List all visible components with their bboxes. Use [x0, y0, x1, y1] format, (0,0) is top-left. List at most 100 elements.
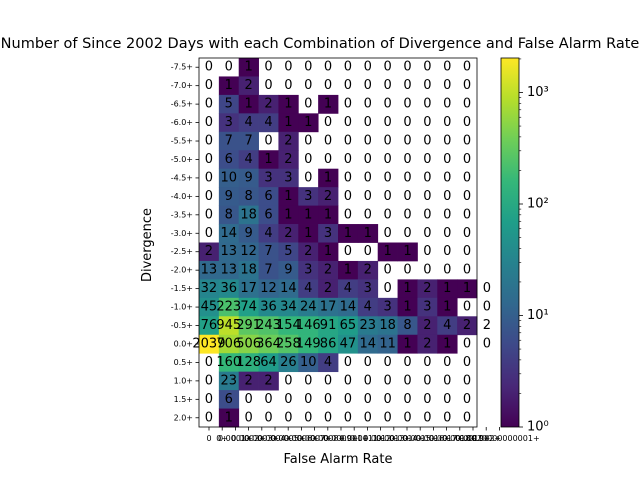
x-tick-label: 0.0013+ [376, 434, 411, 443]
cell-value-label: 91 [320, 318, 337, 333]
cell-value-label: 47 [340, 336, 357, 351]
heatmap-cell [238, 150, 259, 170]
cell-value-label: 0 [364, 115, 372, 130]
cell-value-label: 0 [364, 207, 372, 222]
cell-value-label: 0 [443, 373, 451, 388]
heatmap-cell [199, 297, 220, 317]
cell-value-label: 0 [403, 78, 411, 93]
cell-value-label: 1 [324, 244, 332, 259]
heatmap-cell [218, 260, 240, 280]
cell-value-label: 1 [225, 410, 233, 425]
cell-value-label: 1 [245, 60, 253, 75]
cell-value-label: 0 [463, 78, 471, 93]
cell-value-label: 0 [364, 60, 372, 75]
cell-value-label: 65 [340, 318, 357, 333]
cell-value-label: 0 [364, 97, 372, 112]
cell-value-label: 2 [324, 281, 332, 296]
cell-value-label: 0 [364, 244, 372, 259]
heatmap-cell [238, 187, 259, 206]
cell-value-label: 1 [324, 207, 332, 222]
y-tick-label: -6.0+ [171, 118, 193, 127]
cell-value-label: 0 [384, 373, 392, 388]
heatmap-cell [437, 316, 458, 336]
y-tick-label: -7.0+ [171, 81, 193, 90]
cell-value-label: 0 [344, 189, 352, 204]
cell-value-label: 14 [280, 281, 297, 296]
cell-value-label: 146 [296, 318, 321, 333]
x-tick-labels: 0 0+0.0001+0.0002+0.0003+0.0004+0.0005+0.… [206, 427, 540, 443]
heatmap-cell [298, 334, 319, 354]
plot-area: 0 0 1 0 0 0 0 0 0 0 0 0 0 00 1 2 0 0 0 0 0 0 0 0 0 0 00 5 1 2 1 0 1 0 0 0 0 0… [192, 57, 491, 428]
cell-value-label: 258 [276, 336, 301, 351]
heatmap-cell [417, 316, 438, 336]
cell-value-label: 34 [280, 300, 297, 315]
heatmap-cell [397, 334, 418, 354]
cell-value-label: 13 [221, 263, 238, 278]
y-tick-label: -3.5+ [171, 210, 193, 219]
heatmap-cell [318, 353, 339, 373]
heatmap-cell [377, 316, 398, 336]
cell-value-label: 0 [205, 170, 213, 185]
cell-value-label: 0 [324, 373, 332, 388]
cell-value-label: 2039 [192, 336, 225, 351]
heatmap-cell [278, 94, 299, 114]
y-tick-label: -4.5+ [171, 173, 193, 182]
y-tick-label: -2.5+ [171, 247, 193, 256]
cell-value-label: 0 [264, 134, 272, 149]
cell-value-label: 23 [221, 373, 238, 388]
cell-value-label: 0 [264, 410, 272, 425]
heatmap-cell [238, 224, 259, 243]
heatmap-cell [377, 334, 398, 354]
cell-value-label: 3 [225, 115, 233, 130]
cell-value-label: 14 [340, 300, 357, 315]
heatmap-cell [218, 334, 240, 354]
heatmap-cell [238, 131, 259, 151]
cell-value-label: 0 [384, 97, 392, 112]
heatmap-cell [278, 168, 299, 188]
cell-value-label: 0 [423, 60, 431, 75]
heatmap-cell [218, 408, 240, 428]
heatmap-cell [357, 279, 379, 299]
y-tick-labels: -7.5+ -7.0+ -6.5+ -6.0+ -5.5+ -5.0+ -4.5+ -4.0+… [171, 63, 199, 422]
heatmap-cell [298, 242, 319, 262]
cell-value-label: 0 [423, 410, 431, 425]
y-tick-label: -6.5+ [171, 100, 193, 109]
y-tick-label: 1.5+ [174, 395, 193, 404]
cell-value-label: 3 [284, 170, 292, 185]
cell-value-label: 18 [240, 207, 257, 222]
cell-value-label: 3 [384, 300, 392, 315]
cell-value-label: 2 [264, 97, 272, 112]
cell-value-label: 0 [423, 392, 431, 407]
cell-value-label: 0 [443, 60, 451, 75]
cell-value-label: 0 [284, 78, 292, 93]
cell-value-label: 0 [403, 373, 411, 388]
cell-value-label: 0 [205, 152, 213, 167]
cell-value-label: 1 [304, 226, 312, 241]
cell-value-label: 0 [384, 263, 392, 278]
cell-value-label: 0 [443, 207, 451, 222]
cell-value-label: 6 [225, 392, 233, 407]
cell-value-label: 2 [245, 78, 253, 93]
cell-value-label: 0 [403, 60, 411, 75]
x-tick-label: 0.0002+ [231, 434, 266, 443]
heatmap-cell [238, 371, 259, 391]
x-tick-label: 0.0019+ [456, 434, 491, 443]
heatmap-cell [397, 316, 418, 336]
cell-value-label: 2 [423, 336, 431, 351]
cell-value-label: 2 [324, 189, 332, 204]
cell-value-label: 1 [344, 263, 352, 278]
heatmap-cell [218, 390, 240, 409]
cell-value-label: 10 [300, 355, 317, 370]
cell-value-label: 0 [344, 134, 352, 149]
y-tick-label: -4.0+ [171, 192, 193, 201]
heatmap-cell [278, 187, 299, 206]
cell-value-label: 0 [463, 355, 471, 370]
cell-value-label: 364 [256, 336, 281, 351]
heatmap-cell [278, 353, 299, 373]
cell-value-label: 2 [423, 318, 431, 333]
heatmap-cell [318, 316, 339, 336]
cell-value-label: 0 [403, 152, 411, 167]
cell-value-label: 3 [264, 170, 272, 185]
heatmap-cell [278, 113, 299, 133]
